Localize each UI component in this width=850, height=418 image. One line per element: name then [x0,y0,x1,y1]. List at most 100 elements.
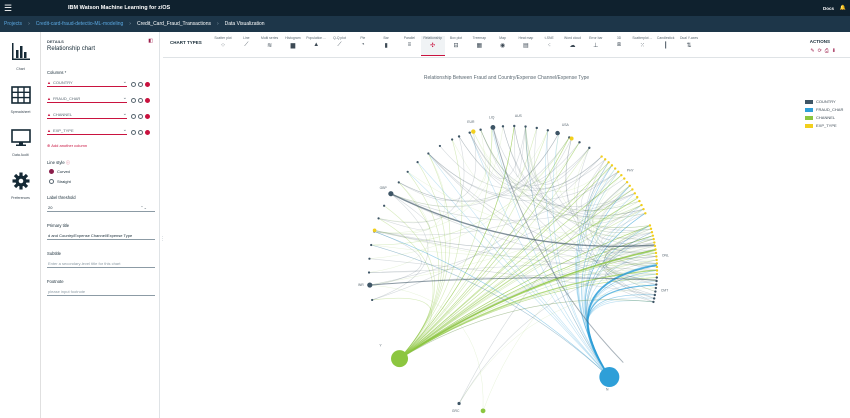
category-node[interactable] [644,212,647,215]
edit-icon[interactable]: ✎ [810,48,815,54]
category-node[interactable] [649,227,653,231]
category-node[interactable] [471,129,476,134]
settings-icon[interactable] [131,98,136,103]
category-node[interactable] [654,248,657,251]
panel-splitter[interactable]: ⋮ [160,236,165,246]
category-node[interactable] [438,144,442,148]
category-node[interactable] [651,234,655,237]
category-node[interactable] [468,131,471,134]
category-node[interactable] [535,126,538,130]
category-node[interactable] [655,265,659,269]
category-node[interactable] [653,293,657,297]
chart-type-1[interactable]: Line ⟋ [234,36,258,56]
category-node[interactable] [650,231,654,234]
category-node[interactable] [628,184,631,187]
legend-item-fraud-char[interactable]: FRAUD_CHAR [805,107,843,112]
category-node[interactable] [370,243,373,247]
nav-item-data-audit[interactable]: Data Audit [0,129,41,157]
nav-item-preferences[interactable]: Preferences [0,172,41,200]
category-node[interactable] [652,300,655,304]
chart-type-17[interactable]: 3D ⧈ [607,36,631,56]
category-node[interactable] [406,170,409,173]
category-node[interactable] [631,188,634,191]
category-node[interactable] [654,290,657,293]
category-node[interactable] [371,298,374,302]
label-threshold-input[interactable]: 20 ⌃⌄ [47,203,155,212]
category-node[interactable] [603,158,607,161]
category-node[interactable] [578,141,581,144]
category-node[interactable] [617,170,620,173]
footnote-input[interactable]: please input footnote [47,287,155,296]
category-node[interactable] [479,128,482,131]
category-node[interactable] [653,244,657,248]
legend-item-exp-type[interactable]: EXP_TYPE [805,123,843,128]
category-node[interactable] [451,138,454,141]
breadcrumb-project[interactable]: Credit-card-fraud-detectio-ML-modeling [35,21,124,27]
refresh-icon[interactable] [138,82,143,87]
category-node[interactable] [368,257,371,260]
chart-type-3[interactable]: Histogram ▆ [281,36,305,56]
category-node[interactable] [633,192,637,195]
category-node[interactable] [648,224,652,227]
category-node[interactable] [655,258,658,262]
chart-type-11[interactable]: Treemap ▦ [467,36,491,56]
chart-type-18[interactable]: Scatterplot ... ⁙ [630,36,654,56]
chart-type-2[interactable]: Multi series ≋ [258,36,282,56]
radio-curved[interactable]: Curved [49,169,70,174]
category-node[interactable] [490,125,496,130]
chart-type-13[interactable]: Heat map ▤ [514,36,538,56]
refresh-icon[interactable] [138,130,143,135]
category-node[interactable] [642,207,645,211]
category-node[interactable] [599,367,620,388]
category-node[interactable] [457,401,461,406]
category-node[interactable] [638,199,641,203]
category-node[interactable] [655,283,658,286]
settings-icon[interactable] [131,130,136,135]
category-node[interactable] [655,272,659,276]
subtitle-input[interactable]: Enter a secondary-level title for this c… [47,259,155,268]
category-node[interactable] [367,282,373,288]
settings-icon[interactable] [131,82,136,87]
chart-type-6[interactable]: Pie ◔ [351,36,375,56]
category-node[interactable] [600,155,603,158]
collapse-panel-icon[interactable]: ◧ [148,38,153,44]
category-node[interactable] [388,191,394,197]
category-node[interactable] [416,161,419,164]
column-select-fraud-char[interactable]: ▲ FRAUD_CHAR ⌄ [47,94,127,103]
chart-type-19[interactable]: Candlestick ┃ [654,36,678,56]
category-node[interactable] [372,228,377,233]
user-menu[interactable]: Docs [822,5,834,11]
primary-title-input[interactable]: d and Country/Expense Channel/Expense Ty… [47,231,155,240]
breadcrumb-dataset[interactable]: Credit_Card_Fraud_Transactions [136,21,211,27]
chart-type-7[interactable]: Bar ▮ [374,36,398,56]
chart-type-4[interactable]: Population ... ▲ [304,36,328,56]
chart-type-16[interactable]: Error bar ⊥ [584,36,608,56]
category-node[interactable] [607,161,610,164]
category-node[interactable] [546,129,550,132]
settings-icon[interactable] [131,114,136,119]
category-node[interactable] [524,125,527,128]
category-node[interactable] [613,167,617,170]
category-node[interactable] [655,269,659,272]
category-node[interactable] [655,255,658,258]
download-icon[interactable]: ⬇ [831,48,836,54]
category-node[interactable] [620,173,623,177]
legend-item-country[interactable]: COUNTRY [805,99,843,104]
chart-type-8[interactable]: Parallel ≡ [397,36,421,56]
chart-type-12[interactable]: Map ◉ [491,36,515,56]
category-node[interactable] [391,350,409,368]
category-node[interactable] [655,262,659,265]
category-node[interactable] [636,195,639,199]
category-node[interactable] [480,408,486,414]
category-node[interactable] [513,124,516,128]
category-node[interactable] [367,271,371,274]
chart-type-5[interactable]: Q-Q plot ⟋ [328,36,352,56]
category-node[interactable] [457,135,461,138]
refresh-icon[interactable]: ⟳ [817,48,822,54]
category-node[interactable] [654,286,658,290]
breadcrumb-projects[interactable]: Projects [4,21,23,27]
remove-column-icon[interactable] [145,130,150,135]
chart-type-15[interactable]: Word cloud ☁ [561,36,585,56]
chart-type-0[interactable]: Scatter plot ⁘ [211,36,235,56]
chart-type-9[interactable]: Relationship ✣ [420,36,445,56]
